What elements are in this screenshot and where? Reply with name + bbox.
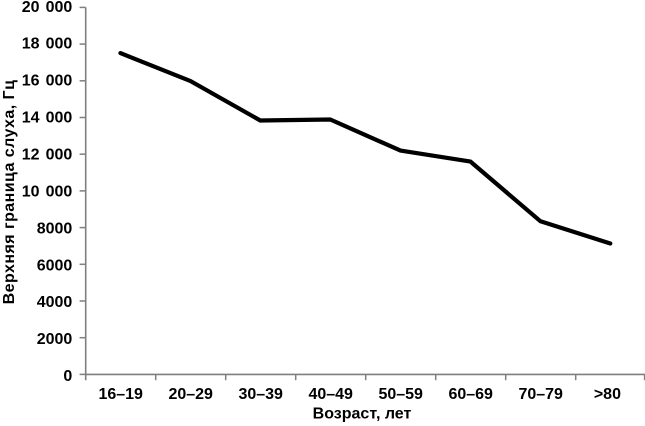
svg-text:20 000: 20 000 (22, 0, 73, 16)
svg-text:12 000: 12 000 (22, 147, 73, 164)
svg-text:4000: 4000 (37, 294, 73, 311)
svg-text:16 000: 16 000 (22, 73, 73, 90)
svg-text:40–49: 40–49 (308, 386, 353, 403)
svg-text:Верхняя граница слуха, Гц: Верхняя граница слуха, Гц (1, 80, 18, 305)
svg-text:30–39: 30–39 (238, 386, 283, 403)
svg-text:>80: >80 (594, 386, 621, 403)
svg-text:60–69: 60–69 (448, 386, 493, 403)
svg-text:Возраст, лет: Возраст, лет (313, 406, 412, 423)
svg-text:10 000: 10 000 (22, 183, 73, 200)
svg-text:20–29: 20–29 (168, 386, 213, 403)
svg-text:16–19: 16–19 (98, 386, 143, 403)
svg-text:6000: 6000 (37, 257, 73, 274)
svg-text:8000: 8000 (37, 220, 73, 237)
svg-text:2000: 2000 (37, 331, 73, 348)
svg-text:50–59: 50–59 (378, 386, 423, 403)
svg-text:18 000: 18 000 (22, 36, 73, 53)
svg-text:14 000: 14 000 (22, 110, 73, 127)
svg-text:70–79: 70–79 (518, 386, 563, 403)
svg-text:0: 0 (63, 368, 72, 385)
